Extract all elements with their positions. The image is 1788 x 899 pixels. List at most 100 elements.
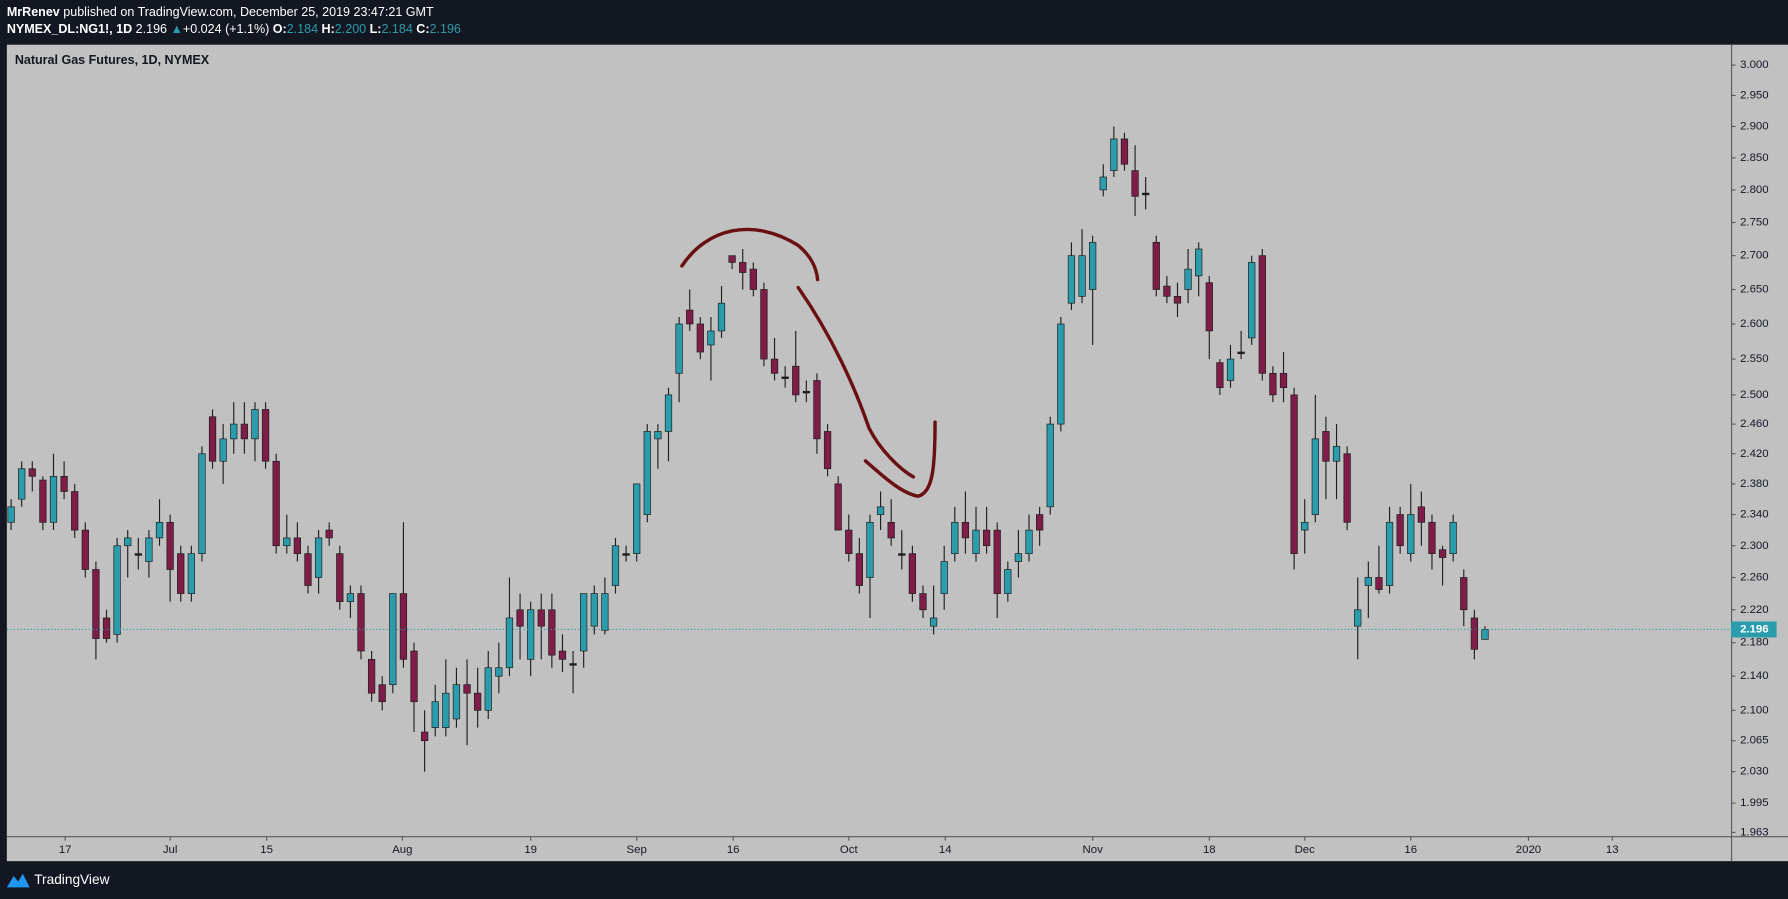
candle-body (866, 521, 874, 578)
candle-body (739, 262, 747, 273)
candle-body (1036, 514, 1044, 531)
candle-body (982, 529, 991, 547)
candle-body (1385, 521, 1394, 586)
x-tick-label: 14 (939, 844, 952, 856)
candle-body (1163, 285, 1171, 297)
candle-body (664, 394, 673, 432)
ohlc-value: 2.196 (430, 22, 461, 36)
x-tick-label: Dec (1295, 844, 1316, 856)
candle-body (442, 692, 450, 728)
drawn-curve (796, 285, 916, 479)
candle-body (1057, 323, 1065, 425)
candle-body (1110, 138, 1118, 171)
candle-body (1248, 262, 1256, 339)
y-tick-label: 2.950 (1740, 89, 1769, 101)
candle-body (834, 483, 842, 531)
y-tick-label: 2.600 (1740, 318, 1769, 330)
candle-body (1343, 453, 1351, 523)
candle-body (60, 475, 68, 492)
arrow: ▲ (171, 22, 183, 36)
ohlc-label: L: (370, 22, 382, 36)
candle-body (1131, 170, 1139, 197)
candle-body (1014, 553, 1023, 562)
candle-body (113, 545, 121, 635)
x-tick-label: 16 (727, 844, 740, 856)
candle-body (813, 380, 821, 440)
candle-body (325, 529, 333, 539)
candle-body (855, 553, 863, 586)
footer-logo: TradingView (6, 872, 110, 888)
candle-body (283, 537, 291, 547)
candle-body (951, 521, 959, 554)
candle-body (7, 506, 15, 523)
candle-body (1470, 617, 1479, 650)
candle-body (537, 609, 545, 627)
y-tick-label: 2.420 (1740, 448, 1769, 460)
last-price-label: 2.196 (1740, 623, 1769, 635)
x-tick-label: 15 (260, 844, 273, 856)
candle-body (1417, 506, 1425, 523)
y-tick-label: 2.700 (1740, 250, 1769, 262)
candle-body (230, 423, 238, 440)
candle-body (961, 521, 970, 539)
candle-body (155, 521, 164, 539)
candle-body (1226, 358, 1235, 381)
candle-body (717, 302, 726, 332)
candle-body (1089, 241, 1097, 290)
candle-body (304, 553, 312, 586)
y-tick-label: 2.220 (1740, 604, 1769, 616)
candle-body (802, 390, 810, 394)
candle-body (728, 255, 736, 263)
candle-body (527, 609, 535, 660)
candle-body (39, 479, 47, 523)
y-tick-label: 2.460 (1740, 418, 1769, 430)
x-tick-label: Jul (163, 844, 178, 856)
candle-body (601, 593, 609, 631)
candle-body (92, 569, 100, 639)
ohlc-value: 2.184 (381, 22, 412, 36)
x-tick-label: Oct (840, 844, 859, 856)
y-tick-label: 2.260 (1740, 572, 1769, 584)
y-tick-label: 2.750 (1740, 217, 1769, 229)
chart-title: Natural Gas Futures, 1D, NYMEX (15, 53, 210, 67)
candle-body (1354, 609, 1362, 627)
candle-body (1205, 282, 1213, 332)
candle-body (1258, 255, 1266, 374)
candle-body (431, 701, 439, 728)
candle-body (760, 289, 768, 360)
candle-body (198, 453, 206, 554)
candle-body (1078, 255, 1086, 297)
plot: 1.963 1.995 2.030 2.065 2.100 2.140 2.180 2.220… (6, 59, 1777, 856)
candle-body (845, 529, 853, 554)
candle-body (696, 323, 704, 353)
candle-body (633, 483, 641, 554)
ohlc-value: 2.184 (287, 22, 318, 36)
candle-body (919, 593, 927, 611)
candle-body (1046, 423, 1054, 508)
x-tick-label: 19 (524, 844, 537, 856)
hand-drawing (680, 227, 937, 499)
candle-body (654, 431, 662, 440)
candle-body (1195, 248, 1203, 277)
candle-body (1322, 431, 1330, 462)
candle-body (749, 268, 757, 290)
header-line-2: NYMEX_DL:NG1!, 1D 2.196 ▲+0.024 (+1.1%) … (7, 22, 461, 36)
candle-body (166, 521, 174, 570)
candle-body (1004, 569, 1012, 594)
candle-body (792, 365, 800, 396)
candle-body (548, 609, 556, 656)
candle-body (707, 330, 715, 346)
logo-icon (6, 873, 30, 888)
candle-body (940, 561, 948, 594)
candle-body (71, 491, 79, 531)
candle-body (580, 593, 588, 652)
header-line-1: MrRenev published on TradingView.com, De… (7, 5, 434, 19)
candle-body (124, 537, 132, 547)
y-tick-label: 1.963 (1740, 826, 1769, 838)
y-tick-label: 2.065 (1740, 735, 1769, 747)
candle-body (1099, 176, 1107, 191)
y-tick-label: 2.030 (1740, 766, 1769, 778)
candle-body (240, 423, 248, 440)
candle-body (993, 529, 1001, 594)
